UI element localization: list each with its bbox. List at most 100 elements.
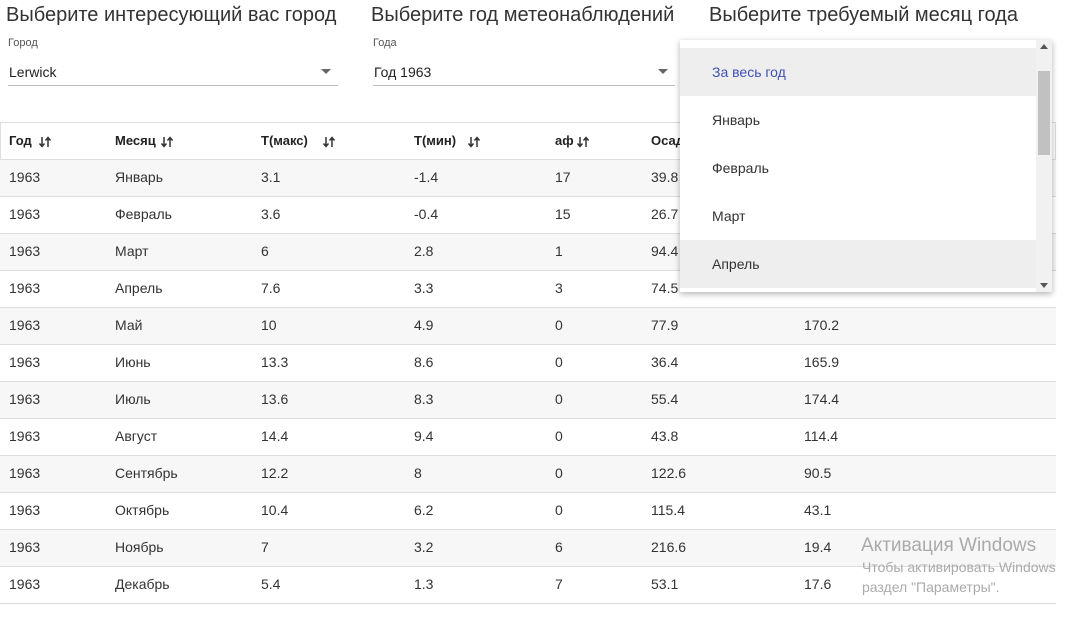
sort-icon[interactable]: [576, 135, 590, 148]
table-cell: 13.3: [261, 354, 289, 370]
table-cell: 1963: [9, 169, 41, 185]
table-cell: Декабрь: [115, 576, 170, 592]
watermark-title: Активация Windows: [861, 535, 1037, 556]
table-cell: 0: [555, 428, 563, 444]
table-cell: Июль: [115, 391, 151, 407]
dropdown-option[interactable]: За весь год: [680, 48, 1036, 96]
sort-icon[interactable]: [38, 135, 52, 148]
select[interactable]: [8, 56, 338, 86]
table-cell: 14.4: [261, 428, 289, 444]
select-arrow: [321, 69, 331, 74]
table-cell: 10: [261, 317, 277, 333]
table-cell: 5.4: [261, 576, 281, 592]
table-cell: 216.6: [651, 539, 687, 555]
table-row: [0, 344, 1056, 381]
sort-icon[interactable]: [467, 135, 481, 148]
table-cell: 1963: [9, 539, 41, 555]
table-cell: 3.6: [261, 206, 281, 222]
table-cell: 3.3: [414, 280, 434, 296]
table-cell: 1.3: [414, 576, 434, 592]
table-row: [0, 566, 1056, 603]
table-row: [0, 455, 1056, 492]
filter-label: Город: [8, 37, 38, 49]
column-header[interactable]: Т(макс): [261, 133, 308, 148]
table-cell: 0: [555, 502, 563, 518]
watermark-line: Чтобы активировать Windows: [862, 559, 1056, 575]
table-cell: 77.9: [651, 317, 679, 333]
column-header[interactable]: Месяц: [115, 133, 156, 148]
column-header[interactable]: аф: [555, 133, 574, 148]
table-cell: 122.6: [651, 465, 687, 481]
table-cell: 1963: [9, 354, 41, 370]
table-cell: Май: [115, 317, 143, 333]
table-cell: 1: [555, 243, 563, 259]
table-row: [0, 381, 1056, 418]
scroll-down[interactable]: [1040, 283, 1048, 288]
table-cell: Июнь: [115, 354, 151, 370]
table-cell: 17.6: [804, 576, 832, 592]
select-arrow: [658, 69, 668, 74]
table-cell: 8.6: [414, 354, 434, 370]
table-cell: 6.2: [414, 502, 434, 518]
table-cell: -1.4: [414, 169, 439, 185]
dropdown-option[interactable]: Март: [712, 208, 746, 224]
table-cell: 115.4: [651, 502, 685, 518]
table-cell: 3.2: [414, 539, 434, 555]
table-cell: Ноябрь: [115, 539, 164, 555]
table-cell: 13.6: [261, 391, 289, 407]
table-cell: 94.4: [651, 243, 679, 259]
dropdown-option[interactable]: Январь: [712, 112, 760, 128]
table-cell: 9.4: [414, 428, 434, 444]
column-header[interactable]: Год: [9, 133, 32, 148]
column-header[interactable]: Т(мин): [414, 133, 457, 148]
table-cell: 8: [414, 465, 422, 481]
scrollbar-thumb[interactable]: [1038, 71, 1050, 155]
table-cell: 10.4: [261, 502, 289, 518]
table-cell: 0: [555, 354, 563, 370]
scroll-up[interactable]: [1040, 44, 1048, 49]
table-cell: 17: [555, 169, 571, 185]
select-value[interactable]: Год 1963: [374, 64, 432, 80]
sort-icon[interactable]: [160, 135, 174, 148]
dropdown-option[interactable]: Февраль: [712, 160, 769, 176]
table-cell: 12.2: [261, 465, 289, 481]
table-cell: 0: [555, 391, 563, 407]
table-row: [0, 418, 1056, 455]
filter-label: Года: [373, 37, 397, 49]
table-cell: 6: [555, 539, 563, 555]
table-cell: 1963: [9, 206, 41, 222]
table-cell: 53.1: [651, 576, 679, 592]
table-row: [0, 529, 1056, 566]
sort-icon[interactable]: [322, 135, 336, 148]
column-header[interactable]: Осад: [651, 133, 684, 148]
table-cell: Февраль: [115, 206, 172, 222]
filter-heading: Выберите требуемый месяц года: [709, 4, 1018, 26]
table-cell: 165.9: [804, 354, 840, 370]
table-cell: 1963: [9, 243, 41, 259]
table-cell: 19.4: [804, 539, 832, 555]
table-cell: Апрель: [115, 280, 163, 296]
table-cell: 4.9: [414, 317, 434, 333]
table-cell: 1963: [9, 428, 41, 444]
filter-heading: Выберите интересующий вас город: [6, 4, 337, 26]
dropdown-option[interactable]: Апрель: [680, 240, 1036, 288]
table-cell: 43.1: [804, 502, 832, 518]
table-cell: 26.7: [651, 206, 679, 222]
table-cell: 3.1: [261, 169, 281, 185]
table-cell: 90.5: [804, 465, 832, 481]
watermark-line: раздел "Параметры".: [862, 579, 1000, 595]
table-cell: Октябрь: [115, 502, 170, 518]
table-cell: Январь: [115, 169, 163, 185]
table-cell: 7.6: [261, 280, 281, 296]
select-underline: [8, 85, 338, 86]
table-cell: 0: [555, 317, 563, 333]
table-cell: 36.4: [651, 354, 679, 370]
table-cell: Сентябрь: [115, 465, 178, 481]
table-cell: 8.3: [414, 391, 434, 407]
table-cell: 1963: [9, 280, 41, 296]
select-value[interactable]: Lerwick: [9, 64, 57, 80]
table-cell: 1963: [9, 317, 41, 333]
table-cell: 6: [261, 243, 269, 259]
